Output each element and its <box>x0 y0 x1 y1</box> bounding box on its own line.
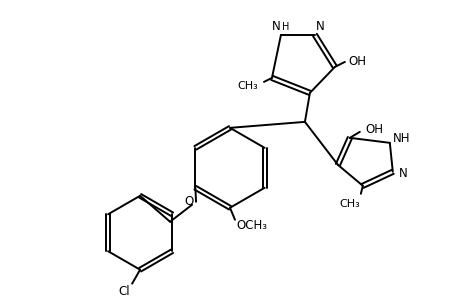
Text: CH₃: CH₃ <box>237 81 258 91</box>
Text: N: N <box>397 167 406 180</box>
Text: OH: OH <box>348 56 366 68</box>
Text: OH: OH <box>365 123 383 136</box>
Text: H: H <box>282 22 289 32</box>
Text: OCH₃: OCH₃ <box>236 219 267 232</box>
Text: Cl: Cl <box>118 285 129 298</box>
Text: O: O <box>184 195 193 208</box>
Text: N: N <box>315 20 324 34</box>
Text: N: N <box>271 20 280 34</box>
Text: NH: NH <box>392 132 410 145</box>
Text: CH₃: CH₃ <box>339 199 359 209</box>
